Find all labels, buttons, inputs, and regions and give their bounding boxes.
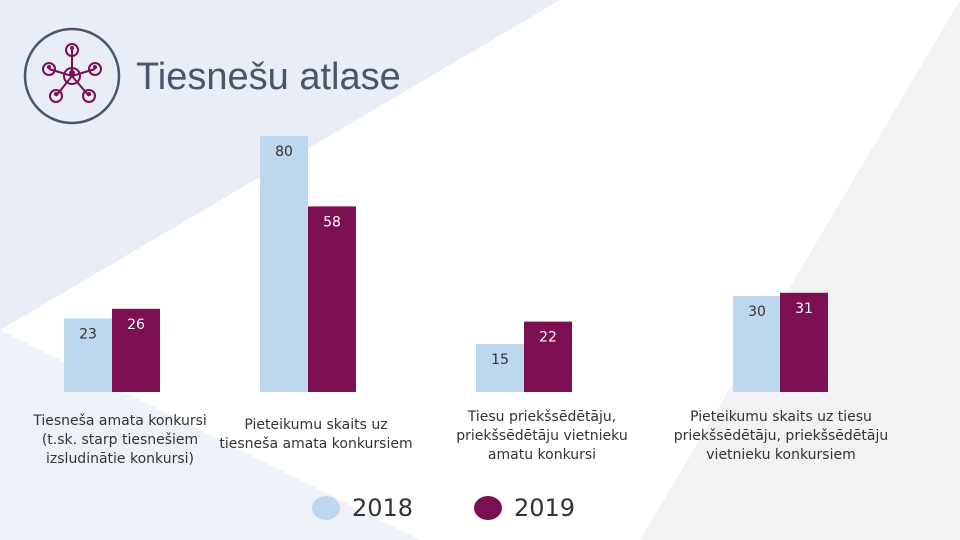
bar-2019-cat1 bbox=[112, 308, 160, 392]
bar-2019-cat2 bbox=[308, 206, 356, 392]
bar-2019-cat4 bbox=[780, 292, 828, 392]
category-label-4: Pieteikumu skaits uz tiesu priekšsēdētāj… bbox=[673, 409, 889, 463]
bar-2019-cat3 bbox=[524, 321, 572, 392]
bar-2018-cat2 bbox=[260, 136, 308, 392]
value-label-2018-cat3: 15 bbox=[491, 352, 509, 368]
legend-label-2019: 2019 bbox=[514, 494, 576, 522]
value-label-2019-cat1: 26 bbox=[127, 317, 145, 333]
network-people-icon bbox=[23, 27, 121, 125]
value-label-2018-cat1: 23 bbox=[79, 326, 97, 342]
value-label-2018-cat4: 30 bbox=[748, 304, 766, 320]
legend-swatch-2019 bbox=[474, 496, 502, 520]
category-label-3: Tiesu priekšsēdētāju, priekšsēdētāju vie… bbox=[456, 409, 628, 463]
bar-2018-cat1 bbox=[64, 318, 112, 392]
page-title: Tiesnešu atlase bbox=[136, 56, 401, 98]
legend-swatch-2018 bbox=[312, 496, 340, 520]
category-label-2: Pieteikumu skaits uz tiesneša amata konk… bbox=[219, 417, 413, 452]
value-label-2018-cat2: 80 bbox=[275, 144, 293, 160]
legend-2019: 2019 bbox=[474, 494, 575, 522]
category-label-1: Tiesneša amata konkursi (t.sk. starp tie… bbox=[33, 413, 207, 467]
value-label-2019-cat4: 31 bbox=[795, 301, 813, 317]
value-label-2019-cat2: 58 bbox=[323, 214, 341, 230]
bar-2018-cat4 bbox=[733, 296, 781, 392]
legend-2018: 2018 bbox=[312, 494, 413, 522]
value-label-2019-cat3: 22 bbox=[539, 330, 557, 346]
legend-label-2018: 2018 bbox=[352, 494, 414, 522]
bar-2018-cat3 bbox=[476, 344, 524, 392]
